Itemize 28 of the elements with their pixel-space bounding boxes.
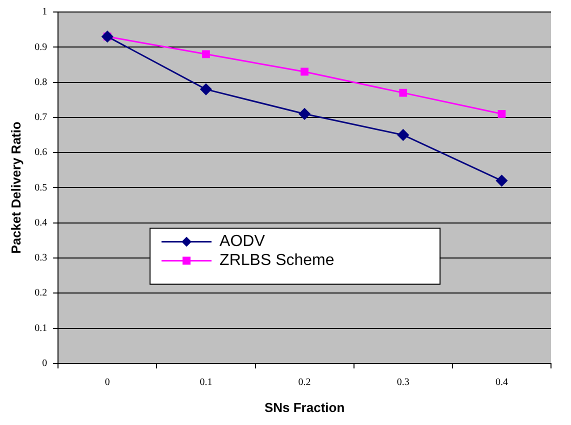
y-tick-label: 0.4 (34, 217, 48, 228)
point (498, 110, 506, 118)
point (200, 84, 212, 96)
point (298, 108, 310, 120)
y-axis-title: Packet Delivery Ratio (8, 122, 24, 254)
y-tick-label: 0.5 (34, 182, 48, 194)
point (300, 68, 308, 76)
y-tick-label: 0.6 (34, 147, 48, 158)
x-tick-label: 0.3 (396, 377, 410, 388)
x-tick-label: 0.1 (200, 377, 212, 388)
y-tick-label: 0 (42, 358, 48, 370)
point (397, 129, 409, 141)
x-tick-label: 0 (104, 377, 110, 388)
y-tick-label: 1 (42, 6, 48, 18)
point (399, 88, 408, 97)
x-tick-label: 0.2 (298, 377, 311, 388)
legend-label: ZRLBS Scheme (220, 252, 334, 270)
point (202, 50, 210, 58)
point (496, 174, 508, 186)
x-tick-label: 0.4 (495, 377, 508, 388)
y-tick-label: 0.8 (34, 76, 48, 88)
y-tick-label: 0.7 (34, 112, 48, 124)
y-tick-label: 0.3 (34, 252, 48, 264)
legend-label: AODV (220, 233, 266, 250)
y-tick-label: 0.1 (34, 322, 48, 334)
y-tick-label: 0.2 (34, 288, 48, 299)
y-tick-label: 0.9 (34, 42, 48, 53)
x-axis-title: SNs Fraction (264, 400, 345, 415)
